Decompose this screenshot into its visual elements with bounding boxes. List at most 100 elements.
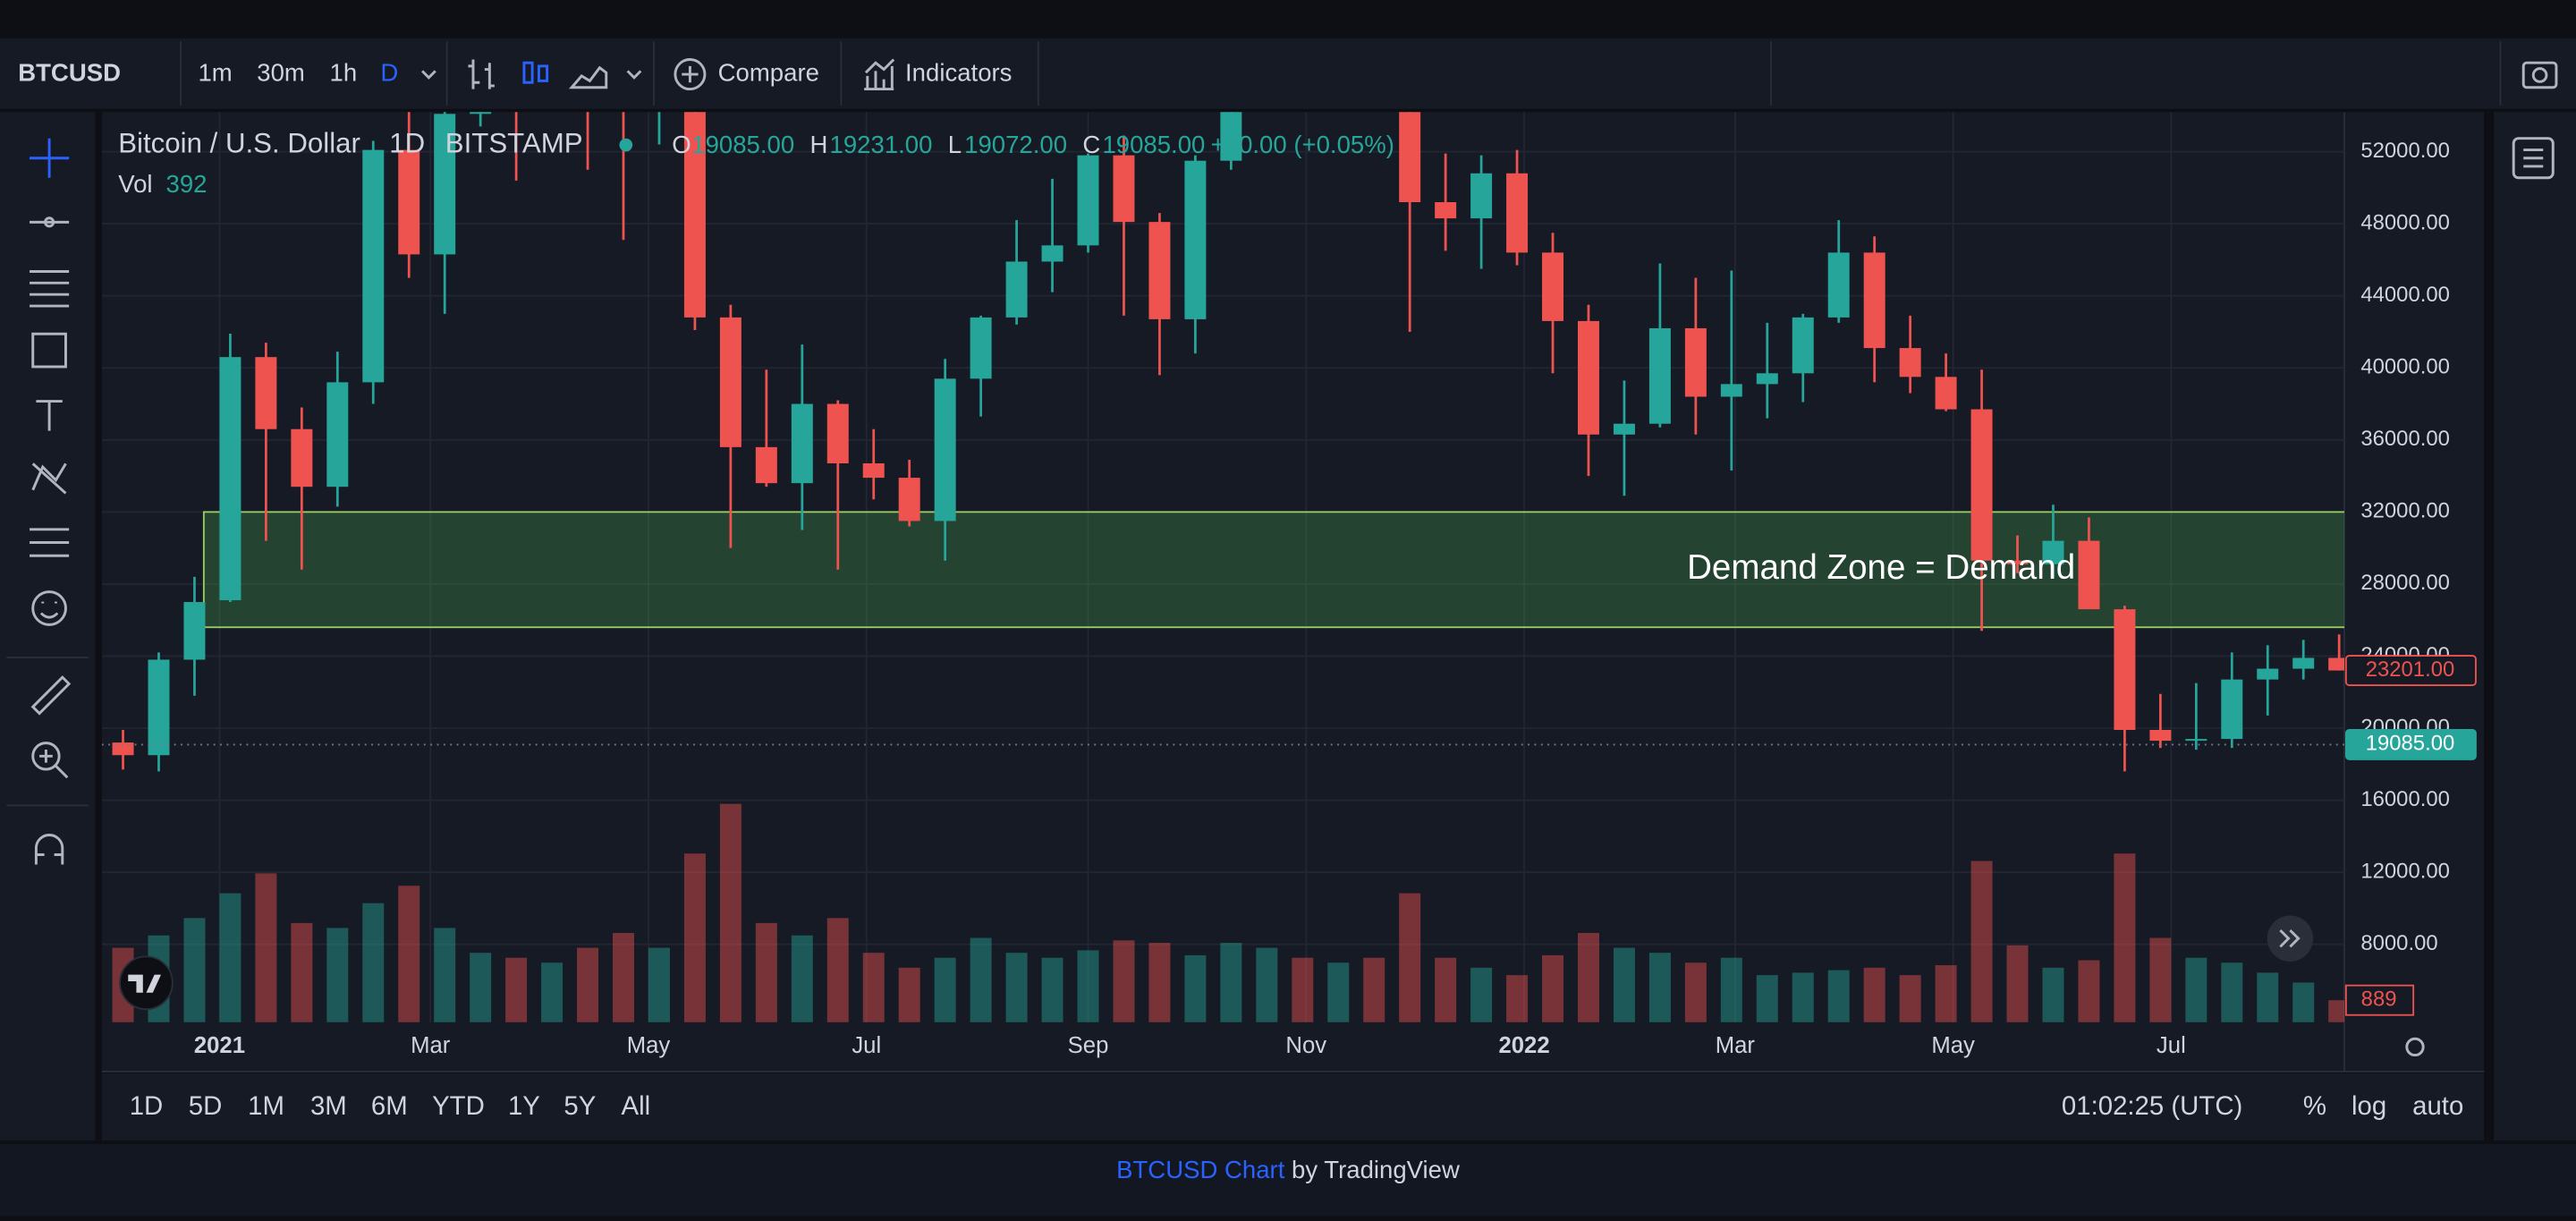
compare-button[interactable]: Compare — [718, 58, 819, 86]
range-button[interactable]: All — [621, 1091, 650, 1121]
candle-body — [1613, 423, 1635, 435]
scale-button[interactable]: log — [2351, 1091, 2386, 1121]
volume-bar — [1256, 947, 1278, 1022]
volume-bar — [2292, 982, 2315, 1022]
chart-style-icons[interactable] — [421, 59, 642, 89]
scale-button[interactable]: % — [2303, 1091, 2326, 1121]
range-button[interactable]: 6M — [371, 1091, 408, 1121]
low-label: L — [948, 131, 962, 158]
y-tick-label: 44000.00 — [2360, 283, 2450, 307]
candle-body — [1899, 348, 1921, 377]
tradingview-logo[interactable] — [119, 955, 174, 1011]
volume-bar — [1077, 950, 1099, 1022]
candle-body — [112, 742, 134, 756]
volume-bar — [862, 953, 885, 1022]
interval-button[interactable]: 30m — [257, 58, 305, 86]
change-value: +10.00 (+0.05%) — [1211, 131, 1394, 158]
volume-bar — [434, 928, 456, 1022]
volume-bar — [1970, 861, 1993, 1022]
candle-body — [362, 149, 385, 383]
candle-body — [898, 478, 920, 521]
volume-bar — [1113, 940, 1135, 1022]
status-dot — [619, 138, 633, 152]
left-toolbar — [0, 112, 96, 1141]
settings-icon[interactable] — [2405, 1037, 2425, 1057]
volume-bar — [362, 903, 385, 1022]
interval-button[interactable]: D — [380, 58, 398, 86]
bottom-toolbar — [101, 1073, 2485, 1141]
candle-body — [434, 114, 456, 255]
drawing-tools[interactable] — [30, 138, 72, 865]
candle-body — [2042, 540, 2064, 564]
volume-bar — [1542, 954, 1564, 1022]
range-button[interactable]: 1D — [130, 1091, 164, 1121]
volume-bar — [183, 918, 206, 1022]
candle-body — [1077, 155, 1099, 246]
candle-body — [791, 403, 813, 484]
scale-button[interactable]: auto — [2412, 1091, 2463, 1121]
volume-bar — [2114, 853, 2136, 1022]
x-tick-label: Mar — [1716, 1033, 1756, 1058]
candle-body — [1542, 252, 1564, 321]
candle-body — [326, 382, 349, 488]
scroll-button[interactable] — [2267, 915, 2314, 962]
range-button[interactable]: 5D — [189, 1091, 223, 1121]
x-tick-label: Nov — [1285, 1033, 1326, 1058]
volume-bar — [755, 922, 777, 1022]
sidebar-list-icon[interactable] — [2512, 137, 2555, 180]
volume-bar — [219, 893, 242, 1022]
volume-bar — [1827, 970, 1850, 1022]
indicators-button[interactable]: Indicators — [905, 58, 1012, 86]
volume-bar — [719, 803, 741, 1022]
range-button[interactable]: 3M — [310, 1091, 347, 1121]
x-tick-label: Jul — [852, 1033, 881, 1058]
y-tick-label: 8000.00 — [2360, 931, 2437, 955]
price-label: 19085.00 — [2366, 732, 2455, 756]
series-name: Bitcoin / U.S. Dollar — [118, 127, 360, 158]
candle-body — [1684, 327, 1707, 397]
volume-bar — [1935, 965, 1957, 1022]
compare-plus — [682, 65, 699, 83]
candle-body — [1935, 377, 1957, 410]
y-tick-label: 36000.00 — [2360, 427, 2450, 451]
volume-bar — [1327, 962, 1350, 1022]
close-label: C — [1082, 131, 1100, 158]
range-button[interactable]: 5Y — [564, 1091, 596, 1121]
volume-bar — [505, 957, 528, 1022]
y-tick-label: 32000.00 — [2360, 499, 2450, 523]
candle-body — [826, 403, 849, 463]
volume-bar — [2006, 945, 2029, 1022]
volume-bar — [2042, 967, 2064, 1022]
volume-bar — [1148, 943, 1171, 1022]
interval-button[interactable]: 1m — [198, 58, 232, 86]
volume-bar — [683, 853, 706, 1022]
footer-text: BTCUSD Chart by TradingView — [1116, 1156, 1460, 1183]
volume-bar — [1899, 975, 1921, 1022]
compare-icon[interactable] — [674, 58, 707, 91]
candle-body — [1435, 201, 1457, 219]
footer-link[interactable]: BTCUSD Chart — [1116, 1156, 1285, 1183]
camera-icon[interactable] — [2521, 61, 2558, 89]
volume-bar — [1684, 962, 1707, 1022]
volume-bar — [1506, 975, 1529, 1022]
symbol[interactable]: BTCUSD — [18, 58, 121, 86]
candle-body — [1506, 173, 1529, 253]
candle-body — [1756, 373, 1778, 385]
candle-body — [2292, 657, 2315, 669]
candle-body — [755, 446, 777, 484]
candle-body — [1148, 222, 1171, 319]
volume-bar — [934, 957, 956, 1022]
candle-body — [291, 428, 313, 488]
y-tick-label: 12000.00 — [2360, 859, 2450, 883]
open-label: O — [672, 131, 691, 158]
range-button[interactable]: 1M — [248, 1091, 284, 1121]
interval-button[interactable]: 1h — [330, 58, 358, 86]
candle-body — [2006, 560, 2029, 564]
candle-body — [2078, 540, 2100, 610]
volume-bar — [1756, 975, 1778, 1022]
volume-bar — [541, 962, 564, 1022]
candle-body — [1720, 384, 1742, 397]
range-button[interactable]: 1Y — [508, 1091, 540, 1121]
range-button[interactable]: YTD — [432, 1091, 485, 1121]
x-tick-label: Sep — [1068, 1033, 1109, 1058]
